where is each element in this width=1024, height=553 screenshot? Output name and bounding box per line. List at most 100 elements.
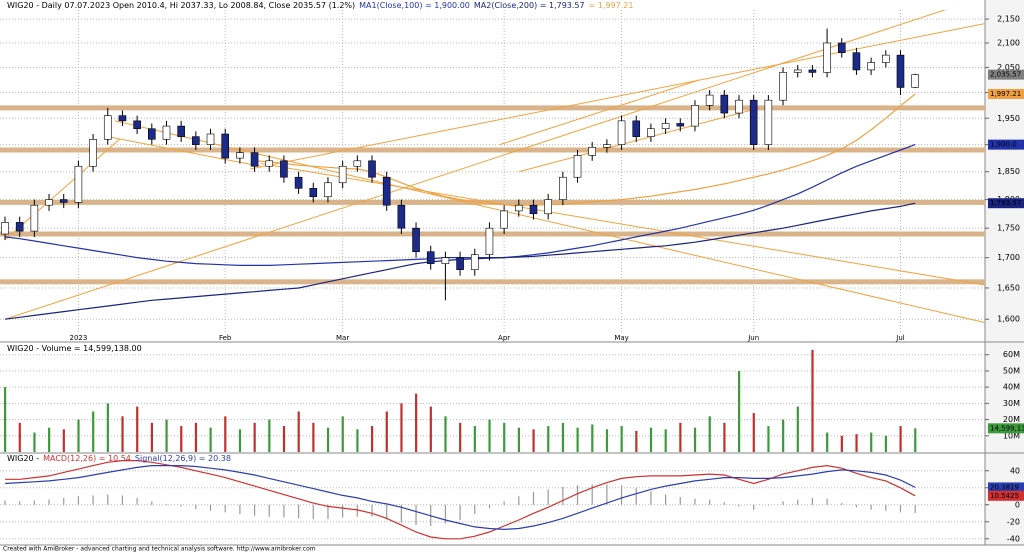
histogram-bar	[180, 504, 182, 507]
histogram-bar	[723, 502, 725, 505]
candle-body	[559, 176, 567, 200]
histogram-bar	[224, 504, 226, 513]
candle-body	[338, 165, 347, 184]
candle-body	[236, 152, 244, 159]
macd-pane	[0, 460, 985, 540]
histogram-bar	[356, 504, 358, 517]
trend-line	[250, 23, 985, 170]
volume-bar	[356, 429, 359, 452]
trend-line	[518, 107, 760, 173]
histogram-bar	[576, 485, 579, 505]
trend-line	[114, 120, 985, 323]
candle-body	[881, 54, 890, 63]
volume-bar	[253, 422, 256, 452]
candle-body	[691, 105, 699, 127]
candle-body	[764, 99, 773, 145]
level-band	[0, 279, 985, 285]
series-line	[254, 93, 916, 206]
volume-bar	[429, 406, 432, 452]
histogram-bar	[694, 498, 696, 505]
candle-body	[632, 120, 641, 137]
y-tick-label: 60M	[1003, 350, 1020, 359]
candle-body	[603, 144, 611, 148]
histogram-bar	[591, 484, 593, 505]
y-tick-label: 2,050	[997, 63, 1020, 72]
histogram-bar	[899, 504, 902, 513]
value-tag-label: 14,599,138	[990, 424, 1024, 432]
volume-bar	[268, 419, 271, 452]
candle-body	[265, 160, 274, 167]
volume-bar	[708, 416, 711, 452]
candle-body	[118, 115, 127, 122]
volume-bar	[532, 429, 535, 452]
candle-body	[30, 204, 39, 232]
volume-bar	[48, 427, 51, 452]
candle-body	[647, 128, 655, 137]
volume-bar	[326, 427, 330, 452]
volume-bar	[517, 427, 520, 452]
volume-bar	[547, 426, 550, 452]
candle-body	[456, 257, 464, 270]
volume-bar	[635, 430, 638, 452]
histogram-bar	[415, 504, 417, 526]
value-tag-label: 2,035.57	[990, 71, 1021, 79]
volume-bar	[473, 426, 476, 452]
histogram-bar	[620, 485, 623, 505]
x-tick-label: May	[614, 334, 628, 342]
x-tick-label: Apr	[498, 334, 510, 342]
histogram-bar	[532, 492, 535, 505]
histogram-bar	[19, 501, 21, 505]
pane-header: WIG20 - Daily 07.07.2023 Open 2010.4, Hi…	[7, 1, 633, 10]
volume-bar	[855, 434, 858, 452]
volume-bar	[121, 416, 124, 452]
level-band	[0, 147, 985, 153]
histogram-bar	[841, 503, 843, 505]
volume-bar	[840, 435, 843, 452]
volume-bar	[884, 435, 887, 452]
value-tag	[988, 139, 1024, 150]
y-tick-label: -40	[1007, 534, 1020, 543]
candle-body	[162, 125, 171, 140]
volume-bar	[576, 427, 579, 452]
volume-bar	[561, 422, 565, 452]
histogram-bar	[753, 504, 755, 510]
volume-bar	[297, 411, 300, 452]
histogram-bar	[268, 504, 270, 517]
x-tick-label: Jun	[747, 334, 759, 342]
x-tick-label: 2023	[69, 334, 87, 342]
volume-bar	[796, 406, 799, 452]
candle-body	[133, 120, 141, 130]
axis-panel	[985, 0, 1024, 545]
price-pane	[0, 10, 985, 334]
histogram-bar	[709, 499, 711, 505]
candle-body	[867, 62, 875, 71]
value-tag-label: 20.3819	[990, 483, 1019, 491]
candle-body	[544, 199, 552, 215]
histogram-bar	[165, 503, 168, 505]
volume-bar	[4, 387, 7, 452]
histogram-bar	[547, 489, 549, 505]
candle-body	[676, 123, 685, 127]
volume-bar	[752, 413, 755, 452]
histogram-bar	[606, 484, 608, 505]
histogram-bar	[665, 494, 667, 505]
histogram-bar	[503, 501, 505, 505]
histogram-bar	[782, 501, 784, 505]
candle-body	[720, 94, 729, 114]
candle-body	[779, 72, 787, 101]
volume-bar	[723, 422, 726, 452]
candle-body	[89, 139, 97, 167]
volume-bar	[194, 422, 198, 452]
candle-body	[382, 176, 391, 206]
volume-bar	[649, 427, 653, 452]
volume-bar	[77, 419, 80, 452]
histogram-bar	[283, 504, 285, 518]
header-text: Signal(12,26,9) = 20.38	[135, 454, 231, 463]
histogram-bar	[136, 497, 138, 505]
volume-bar	[488, 419, 491, 452]
volume-bar	[620, 426, 623, 452]
volume-bar	[62, 429, 65, 452]
histogram-bar	[342, 504, 344, 518]
volume-bar	[503, 422, 506, 452]
y-tick-label: 1,700	[997, 253, 1020, 262]
